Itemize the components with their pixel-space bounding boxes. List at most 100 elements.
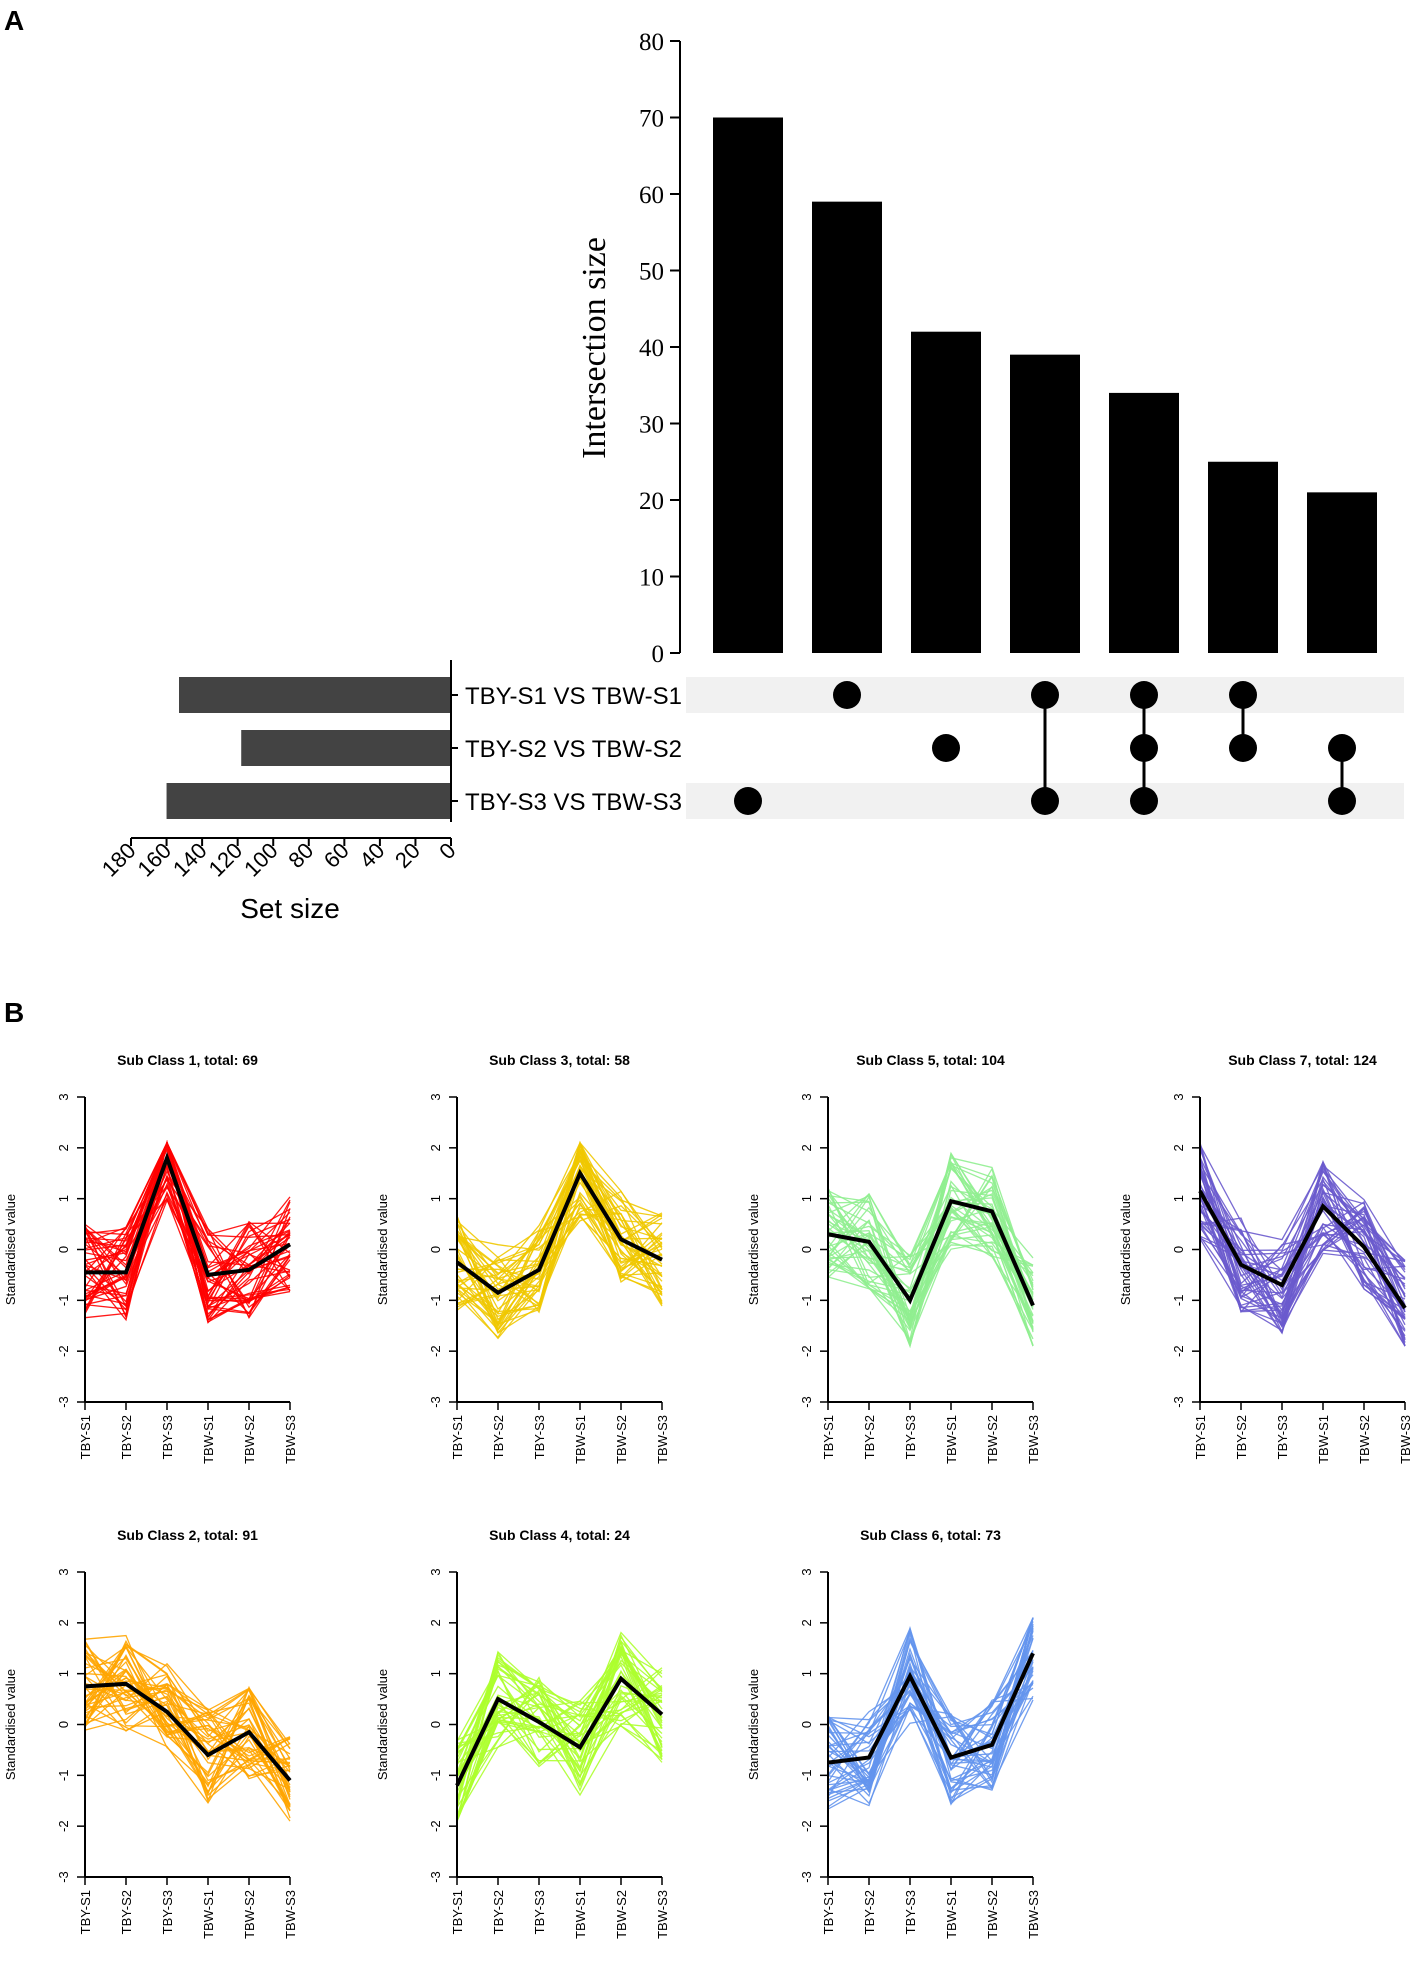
profile-line bbox=[456, 1191, 663, 1307]
x-tick-label: TBW-S1 bbox=[201, 1415, 216, 1464]
membership-dot bbox=[932, 734, 960, 762]
y-tick-label: 50 bbox=[639, 259, 664, 286]
profile-line bbox=[1199, 1226, 1406, 1320]
profile-line bbox=[456, 1681, 663, 1822]
x-tick-label: TBW-S3 bbox=[1398, 1415, 1413, 1464]
membership-matrix: TBY-S1 VS TBW-S1 TBY-S2 VS TBW-S2 TBY-S3 V… bbox=[450, 677, 1404, 819]
y-tick-label: 30 bbox=[639, 412, 664, 439]
x-tick-label: TBW-S3 bbox=[1026, 1890, 1041, 1939]
x-tick-label: TBY-S3 bbox=[903, 1415, 918, 1459]
x-tick-label: TBW-S2 bbox=[1357, 1415, 1372, 1464]
profile-line bbox=[827, 1617, 1034, 1802]
x-tick-label: TBW-S3 bbox=[1026, 1415, 1041, 1464]
y-tick-label: -2 bbox=[799, 1345, 814, 1357]
profile-line bbox=[84, 1662, 291, 1761]
set-size-bar bbox=[241, 730, 451, 766]
set-size-tick-label: 40 bbox=[354, 838, 389, 873]
profile-line bbox=[84, 1656, 291, 1795]
subplot: Sub Class 3, total: 58 -3 -2 -1 0 1 2 3 Standard… bbox=[375, 1052, 670, 1464]
x-tick-label: TBY-S3 bbox=[532, 1890, 547, 1934]
profile-lines bbox=[84, 1140, 291, 1324]
profile-line bbox=[456, 1168, 663, 1325]
profile-line bbox=[827, 1617, 1034, 1767]
y-tick-label: 3 bbox=[56, 1568, 71, 1575]
mean-line bbox=[84, 1681, 292, 1782]
x-tick-label: TBW-S1 bbox=[201, 1890, 216, 1939]
x-tick-label: TBW-S3 bbox=[655, 1890, 670, 1939]
subplot: Sub Class 7, total: 124 -3 -2 -1 0 1 2 3 Standar… bbox=[1118, 1052, 1413, 1464]
profile-line bbox=[456, 1663, 663, 1759]
y-axis-label: Standardised value bbox=[1118, 1194, 1133, 1305]
intersection-bar bbox=[911, 331, 981, 653]
intersection-y-axis: 0 10 20 30 40 50 60 70 80 bbox=[639, 29, 681, 668]
y-axis-label: Standardised value bbox=[375, 1194, 390, 1305]
x-tick-label: TBW-S3 bbox=[655, 1415, 670, 1464]
y-tick-label: -1 bbox=[428, 1295, 443, 1307]
x-tick-label: TBY-S2 bbox=[491, 1415, 506, 1459]
profile-line bbox=[456, 1656, 663, 1778]
profile-line bbox=[456, 1163, 663, 1334]
y-tick-label: 1 bbox=[799, 1670, 814, 1677]
profile-line bbox=[827, 1204, 1034, 1329]
x-tick-label: TBY-S1 bbox=[450, 1890, 465, 1934]
y-tick-label: 80 bbox=[639, 29, 664, 56]
profile-line bbox=[84, 1140, 291, 1322]
subplot-title: Sub Class 3, total: 58 bbox=[489, 1052, 630, 1068]
membership-dot bbox=[833, 681, 861, 709]
y-tick-label: 0 bbox=[56, 1246, 71, 1253]
subplot-title: Sub Class 7, total: 124 bbox=[1228, 1052, 1377, 1068]
y-tick-label: 3 bbox=[56, 1093, 71, 1100]
y-axis-label: Standardised value bbox=[746, 1669, 761, 1780]
profile-lines bbox=[1199, 1142, 1406, 1347]
subplot-title: Sub Class 6, total: 73 bbox=[860, 1527, 1001, 1543]
profile-line bbox=[827, 1235, 1034, 1324]
x-tick-label: TBW-S1 bbox=[573, 1415, 588, 1464]
y-axis-label: Standardised value bbox=[375, 1669, 390, 1780]
intersection-bar bbox=[1010, 354, 1080, 653]
set-label: TBY-S2 VS TBW-S2 bbox=[465, 736, 682, 763]
x-tick-label: TBY-S3 bbox=[532, 1415, 547, 1459]
profile-line bbox=[456, 1193, 663, 1315]
y-axis-label: Standardised value bbox=[746, 1194, 761, 1305]
panel-label-a: A bbox=[4, 5, 24, 36]
x-tick-label: TBY-S2 bbox=[119, 1415, 134, 1459]
y-tick-label: 0 bbox=[428, 1721, 443, 1728]
set-size-tick-label: 0 bbox=[434, 838, 460, 864]
profile-line bbox=[456, 1649, 663, 1822]
y-tick-label: 0 bbox=[428, 1246, 443, 1253]
x-tick-label: TBW-S1 bbox=[573, 1890, 588, 1939]
profile-line bbox=[84, 1142, 291, 1308]
profile-line bbox=[84, 1645, 291, 1762]
x-tick-label: TBW-S2 bbox=[242, 1890, 257, 1939]
x-tick-label: TBW-S1 bbox=[944, 1415, 959, 1464]
y-tick-label: 10 bbox=[639, 565, 664, 592]
set-size-tick-label: 160 bbox=[132, 838, 176, 882]
set-size-bars bbox=[166, 660, 452, 822]
set-size-tick-label: 100 bbox=[239, 838, 283, 882]
x-tick-label: TBW-S1 bbox=[944, 1890, 959, 1939]
membership-dot bbox=[1130, 734, 1158, 762]
profile-line bbox=[456, 1152, 663, 1290]
x-tick-label: TBY-S2 bbox=[862, 1890, 877, 1934]
membership-dot bbox=[1229, 681, 1257, 709]
y-tick-label: 3 bbox=[428, 1093, 443, 1100]
y-tick-label: 0 bbox=[799, 1246, 814, 1253]
y-tick-label: -1 bbox=[799, 1770, 814, 1782]
profile-line bbox=[84, 1641, 291, 1797]
x-tick-label: TBW-S2 bbox=[242, 1415, 257, 1464]
mean-line bbox=[827, 1198, 1035, 1307]
y-tick-label: 0 bbox=[652, 641, 665, 668]
intersection-y-label: Intersection size bbox=[576, 237, 613, 459]
x-tick-label: TBY-S3 bbox=[903, 1890, 918, 1934]
subplot-title: Sub Class 5, total: 104 bbox=[856, 1052, 1005, 1068]
set-size-tick-label: 140 bbox=[168, 838, 212, 882]
x-tick-label: TBY-S2 bbox=[491, 1890, 506, 1934]
y-tick-label: 20 bbox=[639, 488, 664, 515]
x-tick-label: TBY-S1 bbox=[78, 1890, 93, 1934]
y-tick-label: 0 bbox=[799, 1721, 814, 1728]
profile-line bbox=[84, 1670, 291, 1788]
panel-label-b: B bbox=[4, 997, 24, 1028]
profile-lines bbox=[456, 1631, 663, 1822]
profile-line bbox=[84, 1683, 291, 1804]
